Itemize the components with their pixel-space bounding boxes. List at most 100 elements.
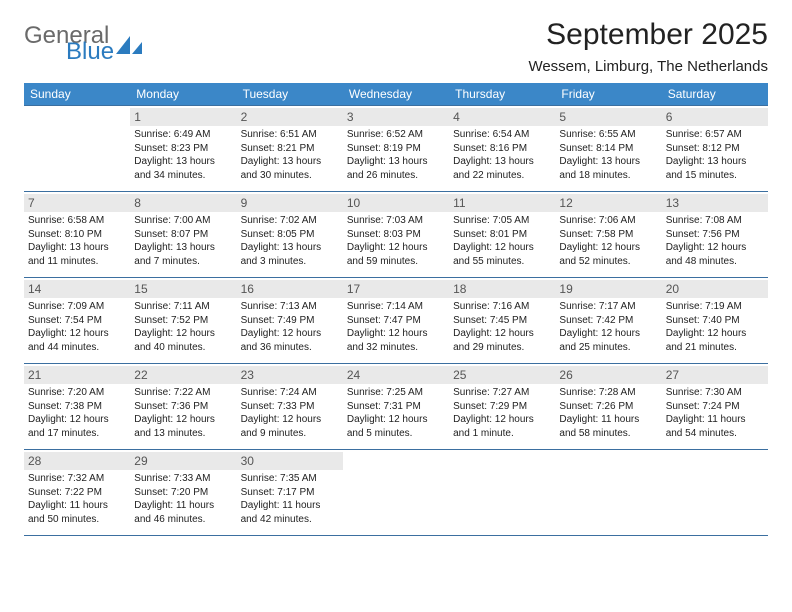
sunset-line: Sunset: 7:20 PM bbox=[134, 486, 232, 500]
sunset-line: Sunset: 7:47 PM bbox=[347, 314, 445, 328]
calendar-cell: 22Sunrise: 7:22 AMSunset: 7:36 PMDayligh… bbox=[130, 364, 236, 450]
calendar-cell bbox=[449, 450, 555, 536]
calendar-page: General Blue September 2025 Wessem, Limb… bbox=[0, 0, 792, 536]
sunrise-line: Sunrise: 7:06 AM bbox=[559, 214, 657, 228]
calendar-body: 1Sunrise: 6:49 AMSunset: 8:23 PMDaylight… bbox=[24, 106, 768, 536]
calendar-cell: 2Sunrise: 6:51 AMSunset: 8:21 PMDaylight… bbox=[237, 106, 343, 192]
day-header: Thursday bbox=[449, 83, 555, 106]
sunset-line: Sunset: 7:52 PM bbox=[134, 314, 232, 328]
sunset-line: Sunset: 8:05 PM bbox=[241, 228, 339, 242]
sunrise-line: Sunrise: 7:20 AM bbox=[28, 386, 126, 400]
calendar-cell: 7Sunrise: 6:58 AMSunset: 8:10 PMDaylight… bbox=[24, 192, 130, 278]
day-number: 10 bbox=[343, 194, 449, 212]
sunrise-line: Sunrise: 6:49 AM bbox=[134, 128, 232, 142]
daylight-line: Daylight: 12 hours and 55 minutes. bbox=[453, 241, 551, 268]
day-number: 17 bbox=[343, 280, 449, 298]
sunset-line: Sunset: 8:14 PM bbox=[559, 142, 657, 156]
calendar-row: 21Sunrise: 7:20 AMSunset: 7:38 PMDayligh… bbox=[24, 364, 768, 450]
sunrise-line: Sunrise: 7:17 AM bbox=[559, 300, 657, 314]
calendar-row: 14Sunrise: 7:09 AMSunset: 7:54 PMDayligh… bbox=[24, 278, 768, 364]
calendar-row: 1Sunrise: 6:49 AMSunset: 8:23 PMDaylight… bbox=[24, 106, 768, 192]
sunset-line: Sunset: 8:21 PM bbox=[241, 142, 339, 156]
daylight-line: Daylight: 13 hours and 34 minutes. bbox=[134, 155, 232, 182]
calendar-cell: 9Sunrise: 7:02 AMSunset: 8:05 PMDaylight… bbox=[237, 192, 343, 278]
brand-text: General Blue bbox=[24, 24, 114, 64]
day-number: 2 bbox=[237, 108, 343, 126]
calendar-cell: 14Sunrise: 7:09 AMSunset: 7:54 PMDayligh… bbox=[24, 278, 130, 364]
sunset-line: Sunset: 8:23 PM bbox=[134, 142, 232, 156]
sail-icon bbox=[116, 36, 130, 54]
day-header: Wednesday bbox=[343, 83, 449, 106]
calendar-cell: 24Sunrise: 7:25 AMSunset: 7:31 PMDayligh… bbox=[343, 364, 449, 450]
daylight-line: Daylight: 12 hours and 29 minutes. bbox=[453, 327, 551, 354]
calendar-cell: 17Sunrise: 7:14 AMSunset: 7:47 PMDayligh… bbox=[343, 278, 449, 364]
calendar-cell bbox=[662, 450, 768, 536]
sunset-line: Sunset: 7:29 PM bbox=[453, 400, 551, 414]
daylight-line: Daylight: 12 hours and 5 minutes. bbox=[347, 413, 445, 440]
calendar-cell: 1Sunrise: 6:49 AMSunset: 8:23 PMDaylight… bbox=[130, 106, 236, 192]
day-header: Monday bbox=[130, 83, 236, 106]
calendar-cell: 6Sunrise: 6:57 AMSunset: 8:12 PMDaylight… bbox=[662, 106, 768, 192]
brand-word2: Blue bbox=[66, 40, 114, 64]
sunrise-line: Sunrise: 7:11 AM bbox=[134, 300, 232, 314]
sunset-line: Sunset: 8:03 PM bbox=[347, 228, 445, 242]
calendar-cell: 29 Sunrise: 7:33 AMSunset: 7:20 PMDayligh… bbox=[130, 450, 236, 536]
day-header: Tuesday bbox=[237, 83, 343, 106]
sunset-line: Sunset: 8:10 PM bbox=[28, 228, 126, 242]
day-number: 14 bbox=[24, 280, 130, 298]
daylight-line: Daylight: 12 hours and 21 minutes. bbox=[666, 327, 764, 354]
sunset-line: Sunset: 7:42 PM bbox=[559, 314, 657, 328]
sunset-line: Sunset: 8:19 PM bbox=[347, 142, 445, 156]
calendar-row: 28 Sunrise: 7:32 AMSunset: 7:22 PM Dayligh… bbox=[24, 450, 768, 536]
calendar-cell: 3Sunrise: 6:52 AMSunset: 8:19 PMDaylight… bbox=[343, 106, 449, 192]
sunrise-line: Sunrise: 6:58 AM bbox=[28, 214, 126, 228]
daylight-line: Daylight: 12 hours and 17 minutes. bbox=[28, 413, 126, 440]
sunset-line: Sunset: 7:22 PM bbox=[28, 486, 126, 500]
daylight-line: Daylight: 12 hours and 25 minutes. bbox=[559, 327, 657, 354]
sunset-line: Sunset: 7:56 PM bbox=[666, 228, 764, 242]
daylight-line: Daylight: 11 hours and 42 minutes. bbox=[241, 499, 339, 526]
day-number: 18 bbox=[449, 280, 555, 298]
day-number: 29 bbox=[130, 452, 236, 470]
daylight-line: Daylight: 12 hours and 1 minute. bbox=[453, 413, 551, 440]
day-number: 28 bbox=[24, 452, 130, 470]
sunrise-line: Sunrise: 7:32 AM bbox=[28, 472, 126, 486]
day-number: 4 bbox=[449, 108, 555, 126]
calendar-cell: 28Sunrise: 7:32 AMSunset: 7:22 PMDayligh… bbox=[24, 450, 130, 536]
day-number: 3 bbox=[343, 108, 449, 126]
sunrise-line: Sunrise: 7:13 AM bbox=[241, 300, 339, 314]
sunset-line: Sunset: 8:07 PM bbox=[134, 228, 232, 242]
sunrise-line: Sunrise: 7:08 AM bbox=[666, 214, 764, 228]
sunrise-line: Sunrise: 7:30 AM bbox=[666, 386, 764, 400]
sunset-line: Sunset: 8:12 PM bbox=[666, 142, 764, 156]
brand-logo: General Blue bbox=[24, 24, 130, 64]
daylight-line: Daylight: 13 hours and 11 minutes. bbox=[28, 241, 126, 268]
sunrise-line: Sunrise: 7:33 AM bbox=[134, 472, 232, 486]
daylight-line: Daylight: 12 hours and 13 minutes. bbox=[134, 413, 232, 440]
day-number: 13 bbox=[662, 194, 768, 212]
daylight-line: Daylight: 13 hours and 26 minutes. bbox=[347, 155, 445, 182]
day-number: 8 bbox=[130, 194, 236, 212]
day-number: 11 bbox=[449, 194, 555, 212]
sunrise-line: Sunrise: 7:35 AM bbox=[241, 472, 339, 486]
sunrise-line: Sunrise: 7:24 AM bbox=[241, 386, 339, 400]
daylight-line: Daylight: 11 hours and 46 minutes. bbox=[134, 499, 232, 526]
daylight-line: Daylight: 11 hours and 54 minutes. bbox=[666, 413, 764, 440]
sunrise-line: Sunrise: 7:14 AM bbox=[347, 300, 445, 314]
day-number: 12 bbox=[555, 194, 661, 212]
day-number: 23 bbox=[237, 366, 343, 384]
sunrise-line: Sunrise: 7:00 AM bbox=[134, 214, 232, 228]
calendar-head: SundayMondayTuesdayWednesdayThursdayFrid… bbox=[24, 83, 768, 106]
calendar-table: SundayMondayTuesdayWednesdayThursdayFrid… bbox=[24, 83, 768, 536]
day-number: 30 bbox=[237, 452, 343, 470]
day-number: 16 bbox=[237, 280, 343, 298]
sunrise-line: Sunrise: 7:22 AM bbox=[134, 386, 232, 400]
day-number: 6 bbox=[662, 108, 768, 126]
sunrise-line: Sunrise: 7:27 AM bbox=[453, 386, 551, 400]
calendar-cell: 5Sunrise: 6:55 AMSunset: 8:14 PMDaylight… bbox=[555, 106, 661, 192]
daylight-line: Daylight: 13 hours and 3 minutes. bbox=[241, 241, 339, 268]
calendar-cell bbox=[343, 450, 449, 536]
calendar-cell: 25Sunrise: 7:27 AMSunset: 7:29 PMDayligh… bbox=[449, 364, 555, 450]
day-number: 27 bbox=[662, 366, 768, 384]
sunset-line: Sunset: 7:33 PM bbox=[241, 400, 339, 414]
